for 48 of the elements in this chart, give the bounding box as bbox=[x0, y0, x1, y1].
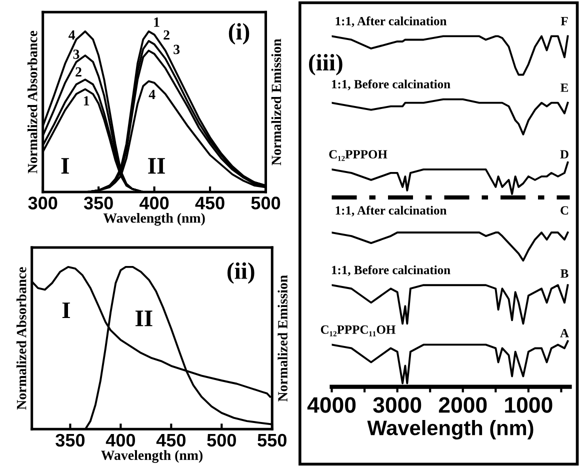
text: 1 bbox=[154, 18, 160, 27]
annotation: 1:1, Before calcination bbox=[332, 265, 450, 276]
x-tick-label: 500 bbox=[207, 434, 236, 447]
annotation: 4 bbox=[148, 90, 156, 99]
y2-axis-title: Normalized Emission bbox=[278, 275, 288, 402]
annotation: 1 bbox=[84, 96, 90, 106]
annotation: II bbox=[136, 310, 152, 326]
annotation: C₁₂PPPC₁₁OH bbox=[320, 325, 396, 336]
chart-title: (i) bbox=[228, 23, 250, 44]
annotation: 3 bbox=[73, 50, 80, 59]
x-tick-label: 3000 bbox=[373, 397, 422, 413]
annotation: 2 bbox=[164, 30, 170, 40]
annotation: B bbox=[560, 269, 568, 278]
x-tick-label: 450 bbox=[156, 434, 186, 447]
x-axis-title: Wavelength (nm) bbox=[103, 212, 205, 226]
x-tick-label: 300 bbox=[28, 196, 58, 210]
annotation: 4 bbox=[68, 30, 76, 40]
annotation: 1:1, After calcination bbox=[336, 206, 447, 216]
y-axis-title: Normalized Absorbance bbox=[27, 30, 38, 174]
x-tick-label: 400 bbox=[140, 196, 169, 210]
annotation: A bbox=[560, 328, 569, 338]
annotation: C bbox=[560, 206, 568, 215]
x-tick-label: 350 bbox=[84, 196, 113, 210]
annotation: 3 bbox=[174, 44, 180, 54]
chart-title: (ii) bbox=[228, 262, 254, 284]
x-tick-label: 2000 bbox=[438, 397, 487, 413]
text: F bbox=[560, 17, 568, 26]
annotation: D bbox=[560, 150, 568, 158]
y2-axis-title: Normalized Emission bbox=[271, 38, 282, 166]
annotation: 2 bbox=[76, 67, 82, 76]
x-tick-label: 350 bbox=[56, 434, 85, 447]
y-axis-title: Normalized Absorbance bbox=[16, 267, 26, 410]
x-tick-label: 400 bbox=[106, 434, 136, 447]
text: 1:1, After calcination bbox=[336, 16, 447, 28]
x-tick-label: 450 bbox=[195, 196, 224, 210]
x-axis-title: Wavelength (nm) bbox=[101, 450, 202, 463]
x-tick-label: 4000 bbox=[307, 397, 356, 413]
x-tick-label: 550 bbox=[258, 434, 286, 447]
annotation: C₁₂PPPOH bbox=[329, 150, 388, 161]
annotation: II bbox=[148, 158, 165, 174]
annotation: I bbox=[61, 158, 69, 174]
text: (iii) bbox=[309, 54, 342, 76]
annotation: 1:1, Before calcination bbox=[332, 79, 450, 90]
x-tick-label: 1000 bbox=[505, 397, 552, 413]
annotation: I bbox=[62, 302, 70, 318]
x-axis-title: Wavelength (nm) bbox=[367, 420, 534, 440]
x-tick-label: 500 bbox=[251, 196, 280, 210]
annotation: E bbox=[560, 84, 568, 92]
